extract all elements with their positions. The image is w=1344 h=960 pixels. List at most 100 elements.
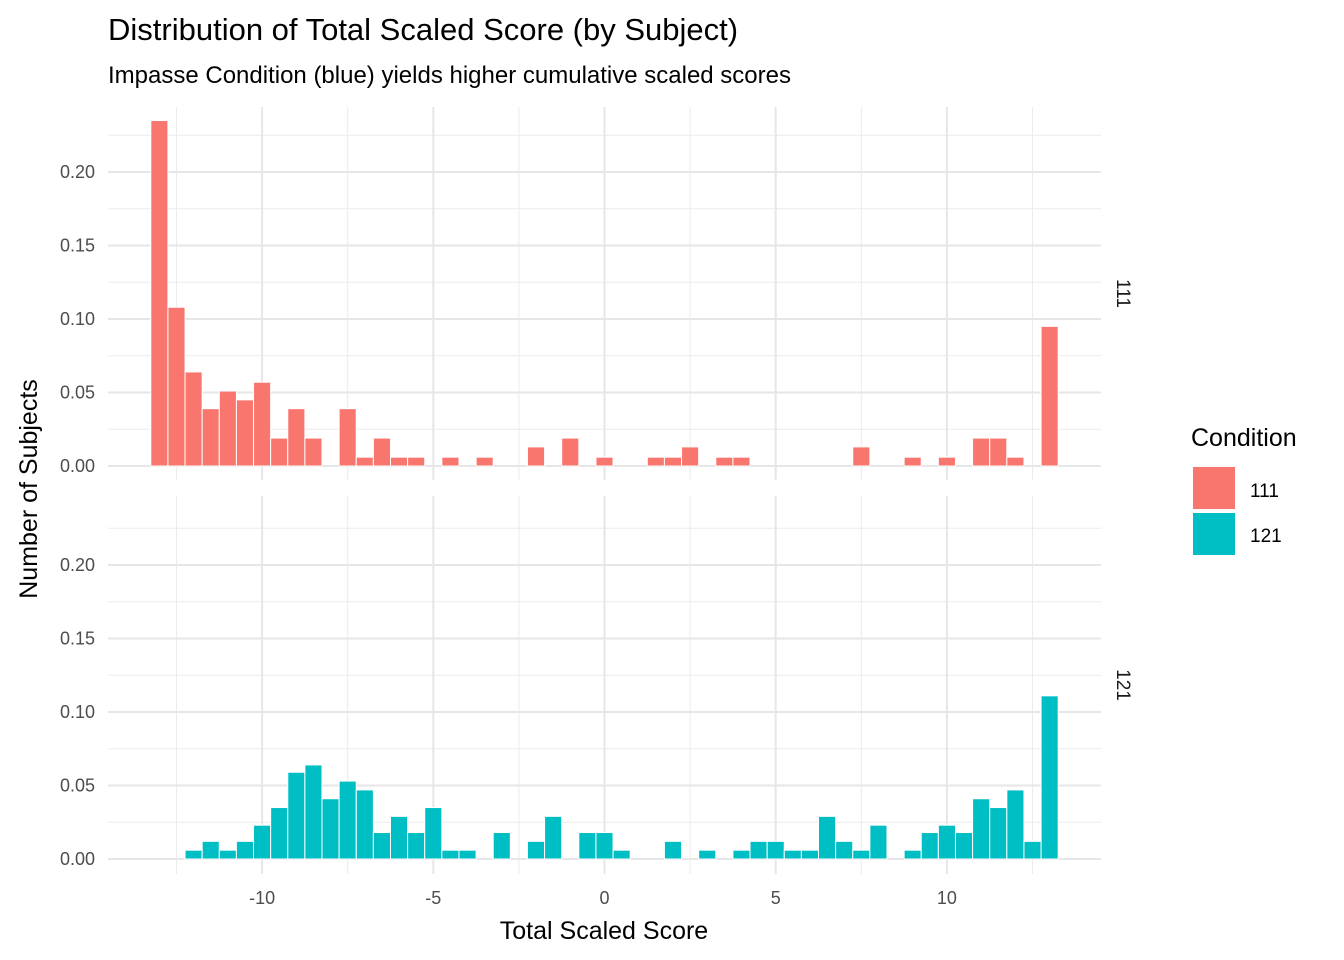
- bar-111-13: [1040, 325, 1059, 467]
- bar-121-neg10: [253, 824, 272, 860]
- chart-title: Distribution of Total Scaled Score (by S…: [108, 12, 738, 47]
- bar-111-neg8_5: [304, 437, 323, 467]
- facet-strip-label-111: 111: [1112, 279, 1133, 308]
- bar-121-2: [663, 840, 683, 860]
- bar-121-10_5: [954, 832, 974, 860]
- x-tick-label: 10: [937, 888, 957, 908]
- bar-111-neg12: [184, 371, 203, 467]
- bar-111-neg4_5: [441, 456, 460, 467]
- y-tick-label: 0.10: [60, 309, 95, 329]
- bar-121-6_5: [818, 815, 837, 860]
- facet-grid-121: [108, 496, 1101, 874]
- bar-111-neg9_5: [270, 437, 289, 467]
- bar-121-4_5: [749, 840, 768, 860]
- bar-121-neg2: [526, 840, 546, 860]
- y-tick-label: 0.20: [60, 162, 95, 182]
- legend-swatch-111: [1193, 467, 1235, 509]
- facet-strip-label-121: 121: [1112, 669, 1133, 701]
- facet-panel-121: 0.00 0.05 0.10 0.15 0.20 121: [60, 496, 1133, 874]
- bar-111-3_5: [715, 456, 734, 467]
- y-tick-label: 0.05: [60, 776, 95, 796]
- x-tick-label: 0: [599, 888, 609, 908]
- y-tick-label: 0.20: [60, 555, 95, 575]
- bar-121-neg1_5: [544, 815, 563, 860]
- bar-121-8: [869, 824, 888, 860]
- bar-121-neg9: [287, 771, 306, 860]
- x-tick-label: 5: [771, 888, 781, 908]
- bar-121-9: [903, 849, 922, 860]
- bar-111-9: [903, 456, 922, 467]
- bar-121-7: [835, 840, 854, 860]
- y-tick-label: 0.15: [60, 236, 95, 256]
- bar-111-neg1: [561, 437, 580, 467]
- bar-121-neg12: [184, 849, 203, 860]
- bar-111-neg6_5: [372, 437, 391, 467]
- bar-121-3: [698, 849, 717, 860]
- bar-111-neg11_5: [201, 408, 220, 467]
- bar-121-0_5: [612, 849, 631, 860]
- y-tick-label: 0.00: [60, 849, 95, 869]
- bar-121-neg3: [492, 832, 511, 860]
- bar-121-neg5_5: [407, 832, 426, 860]
- bar-111-neg7: [355, 456, 374, 467]
- bar-121-neg10_5: [235, 840, 255, 860]
- bar-121-neg8: [321, 798, 340, 860]
- bar-121-neg4_5: [441, 849, 460, 860]
- legend-swatch-121: [1193, 513, 1235, 555]
- bar-111-11: [972, 437, 991, 467]
- bar-121-13: [1040, 695, 1059, 860]
- bar-121-11: [972, 798, 991, 860]
- bar-121-neg9_5: [270, 807, 289, 860]
- facet-bars-121: [184, 695, 1059, 860]
- bar-121-4: [732, 849, 751, 860]
- y-tick-label: 0.00: [60, 456, 95, 476]
- bar-121-neg0_5: [578, 832, 597, 860]
- y-tick-labels-121: 0.00 0.05 0.10 0.15 0.20: [60, 555, 95, 869]
- bar-111-neg3_5: [475, 456, 494, 467]
- bar-121-5: [766, 840, 785, 860]
- bar-121-neg5: [424, 807, 443, 860]
- bar-111-7_5: [852, 446, 871, 467]
- legend-title: Condition: [1191, 424, 1297, 452]
- bar-121-neg4: [458, 849, 477, 860]
- bar-111-neg5_5: [407, 456, 426, 467]
- bar-111-neg10: [253, 381, 272, 467]
- chart-subtitle: Impasse Condition (blue) yields higher c…: [108, 62, 791, 89]
- legend-label-111: 111: [1250, 481, 1279, 502]
- bar-111-11_5: [989, 437, 1008, 467]
- bar-121-neg6: [389, 815, 409, 860]
- bar-121-neg7_5: [338, 780, 357, 860]
- facet-panel-111: 0.00 0.05 0.10 0.15 0.20 111: [60, 107, 1133, 480]
- bar-111-12: [1006, 456, 1025, 467]
- bar-121-neg11: [218, 849, 237, 860]
- bar-111-neg11: [218, 390, 237, 467]
- x-tick-label: -5: [425, 888, 441, 908]
- bar-111-neg2: [526, 446, 546, 467]
- bar-111-10: [937, 456, 956, 467]
- y-axis-title: Number of Subjects: [15, 379, 43, 599]
- legend: Condition 111 121: [1191, 424, 1297, 555]
- bar-121-6: [800, 849, 820, 860]
- bar-121-11_5: [989, 807, 1008, 860]
- y-tick-labels-111: 0.00 0.05 0.10 0.15 0.20: [60, 162, 95, 476]
- bar-111-4: [732, 456, 751, 467]
- bar-121-neg7: [355, 789, 374, 860]
- bar-111-neg6: [389, 456, 409, 467]
- bar-121-0: [595, 832, 614, 860]
- bar-121-12_5: [1023, 840, 1042, 860]
- bar-121-7_5: [852, 849, 871, 860]
- bar-111-0: [595, 456, 614, 467]
- facet-bars-111: [150, 120, 1059, 467]
- bar-121-12: [1006, 789, 1025, 860]
- bar-111-1_5: [646, 456, 665, 467]
- bar-111-neg10_5: [235, 399, 255, 467]
- legend-label-121: 121: [1250, 526, 1282, 547]
- bar-111-2_5: [681, 446, 700, 467]
- bar-121-5_5: [783, 849, 802, 860]
- bar-111-neg9: [287, 408, 306, 467]
- bar-121-neg11_5: [201, 840, 220, 860]
- y-tick-label: 0.10: [60, 702, 95, 722]
- bar-121-neg6_5: [372, 832, 391, 860]
- x-tick-label: -10: [249, 888, 275, 908]
